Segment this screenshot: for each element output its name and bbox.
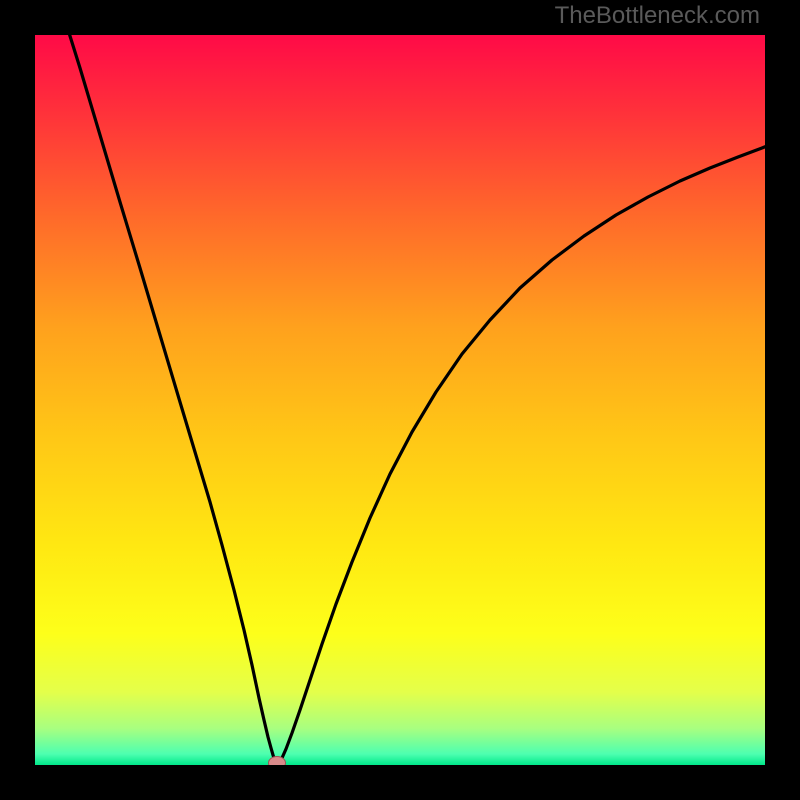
frame-border-right	[765, 0, 800, 800]
frame-border-left	[0, 0, 35, 800]
plot-area	[35, 35, 765, 765]
chart-frame: TheBottleneck.com	[0, 0, 800, 800]
frame-border-top	[0, 0, 800, 35]
frame-border-bottom	[0, 765, 800, 800]
